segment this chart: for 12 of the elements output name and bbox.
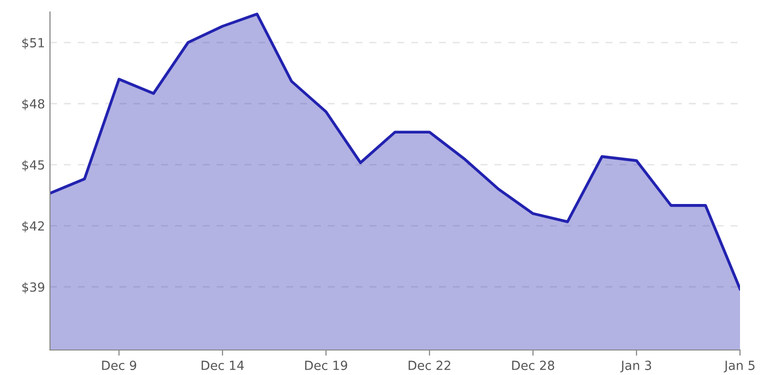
x-tick-label: Jan 3 — [620, 360, 652, 372]
y-tick-label: $42 — [22, 221, 44, 232]
x-tick-label: Dec 14 — [202, 360, 244, 370]
y-tick-label: $48 — [22, 98, 44, 110]
x-tick-label: Dec 9 — [102, 360, 136, 370]
x-tick-label: Dec 19 — [305, 360, 348, 370]
x-tick-label: Jan 5 — [724, 360, 755, 372]
y-tick-label: $45 — [22, 160, 44, 172]
y-tick-label: $39 — [22, 282, 44, 294]
x-tick-label: Dec 28 — [512, 360, 554, 370]
y-tick-label: $51 — [22, 38, 44, 50]
x-tick-label: Dec 22 — [408, 360, 450, 370]
